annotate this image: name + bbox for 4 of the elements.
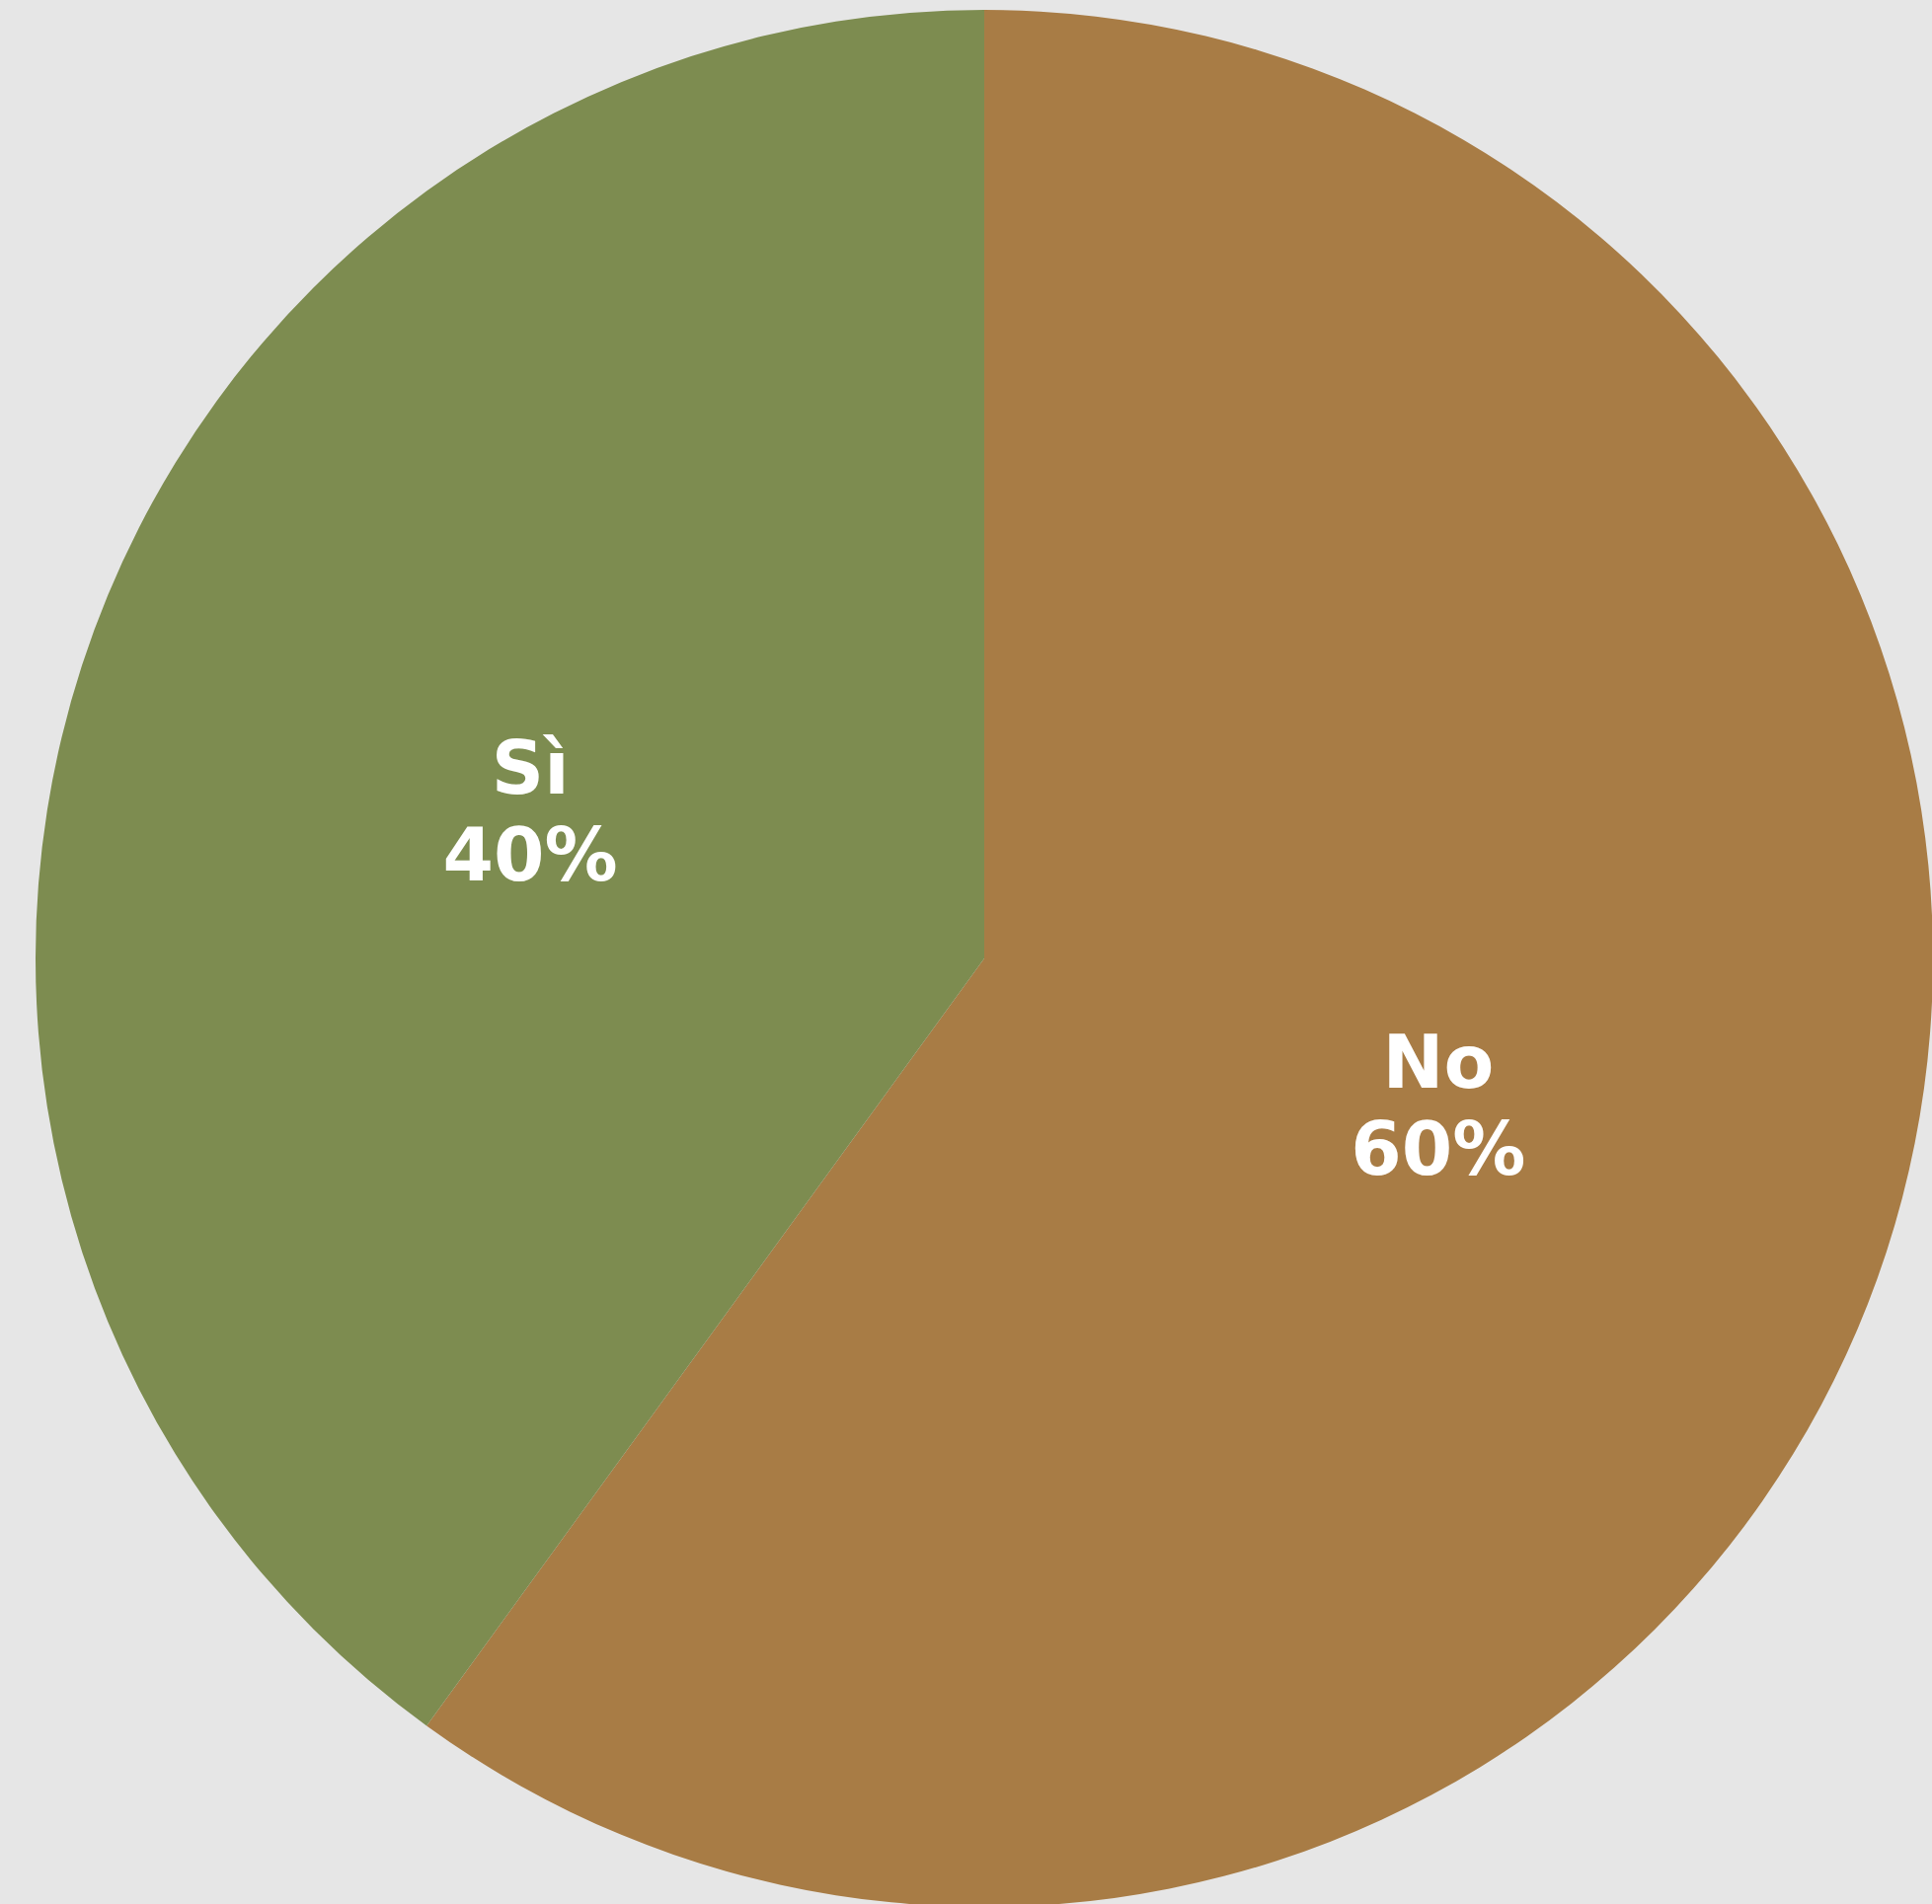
data-label: 60% (1351, 1106, 1526, 1192)
slice-label: No (1382, 1020, 1495, 1105)
slice-label: Sì (491, 724, 570, 810)
data-label: 40% (442, 811, 618, 897)
